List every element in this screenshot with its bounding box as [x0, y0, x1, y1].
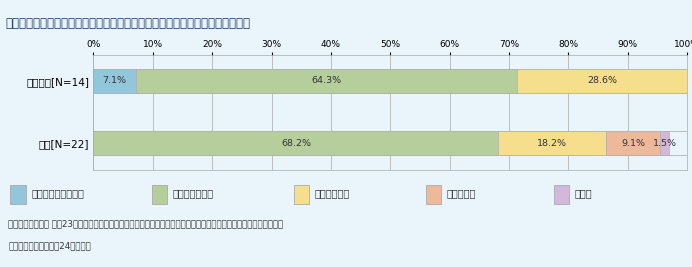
Bar — [518, 69, 687, 93]
FancyBboxPatch shape — [152, 185, 167, 204]
Bar — [660, 131, 669, 155]
Bar — [498, 131, 606, 155]
Bar — [136, 69, 518, 93]
Text: 18.2%: 18.2% — [538, 139, 567, 148]
Text: 資料：経済産業省 平成23年度産業技術調査事業「中小中堅企業におけるポスドク等高度技術人材の活用可能性等に関: 資料：経済産業省 平成23年度産業技術調査事業「中小中堅企業におけるポスドク等高… — [8, 219, 284, 228]
Text: する調査」（平成24年３月）: する調査」（平成24年３月） — [8, 242, 91, 251]
Text: 第１－２－８図／ポストドクター等の当初の期待に比べた業務遂行能力の伸び: 第１－２－８図／ポストドクター等の当初の期待に比べた業務遂行能力の伸び — [6, 17, 251, 30]
FancyBboxPatch shape — [294, 185, 309, 204]
FancyBboxPatch shape — [10, 185, 26, 204]
Text: 1.5%: 1.5% — [653, 139, 677, 148]
FancyBboxPatch shape — [554, 185, 569, 204]
Text: 無回答: 無回答 — [574, 188, 592, 198]
Bar — [93, 69, 136, 93]
Text: 28.6%: 28.6% — [588, 76, 617, 85]
Bar — [606, 131, 660, 155]
Text: 7.1%: 7.1% — [102, 76, 127, 85]
FancyBboxPatch shape — [426, 185, 441, 204]
Bar — [93, 131, 498, 155]
Text: わからない: わからない — [446, 188, 475, 198]
Text: 64.3%: 64.3% — [311, 76, 342, 85]
Text: 期待を上回っている: 期待を上回っている — [31, 188, 84, 198]
Text: ほぼ期待どおり: ほぼ期待どおり — [173, 188, 214, 198]
Text: 68.2%: 68.2% — [281, 139, 311, 148]
Text: 期待を下回る: 期待を下回る — [315, 188, 350, 198]
Text: 9.1%: 9.1% — [621, 139, 646, 148]
